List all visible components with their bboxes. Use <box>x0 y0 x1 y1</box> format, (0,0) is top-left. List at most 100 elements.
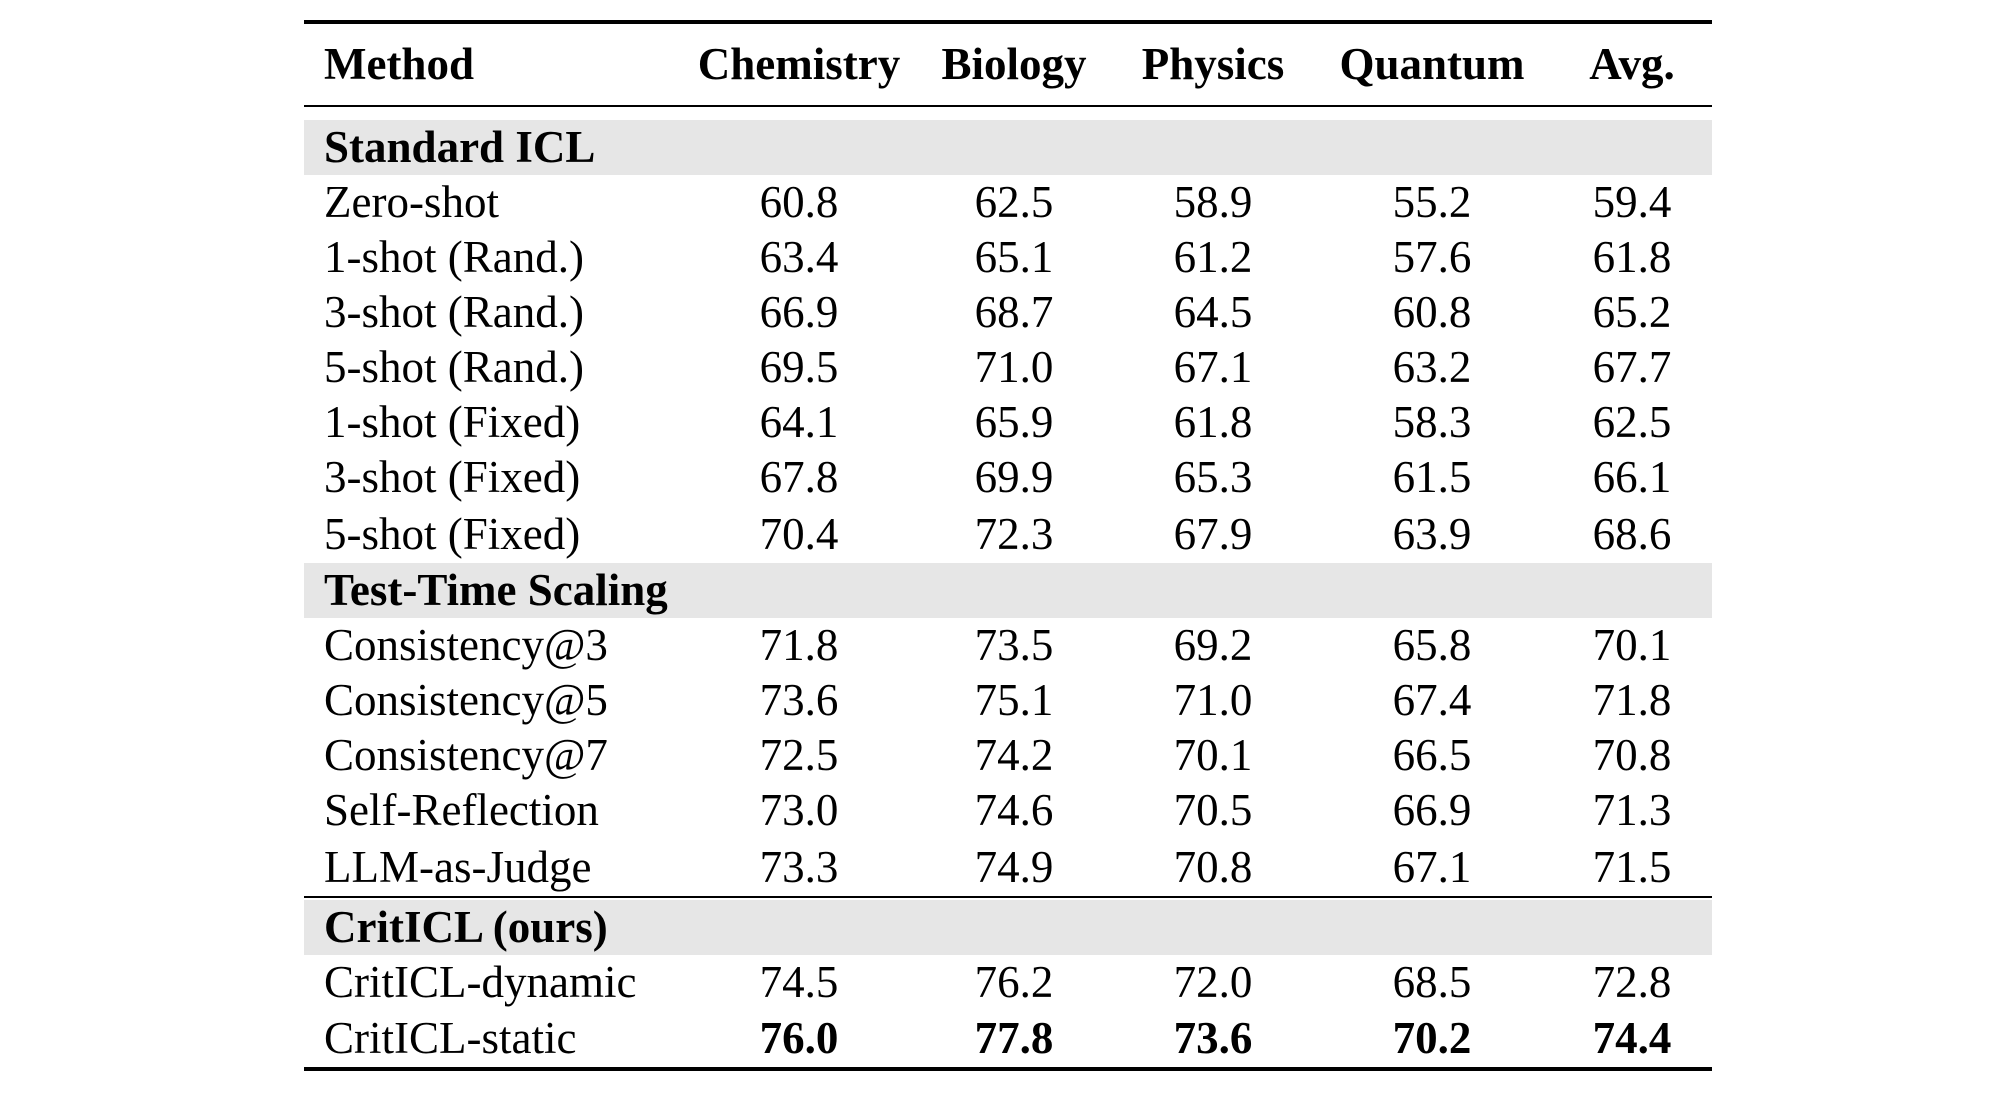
biology-cell: 74.6 <box>974 785 1054 835</box>
quantum-cell: 61.5 <box>1392 452 1472 502</box>
biology-cell: 74.2 <box>974 730 1054 780</box>
table-row: LLM-as-Judge 73.3 74.9 70.8 67.1 71.5 <box>304 838 1712 897</box>
quantum-cell: 63.9 <box>1392 508 1472 559</box>
quantum-cell: 65.8 <box>1392 620 1472 670</box>
physics-cell: 67.9 <box>1173 508 1253 559</box>
biology-cell: 69.9 <box>974 452 1054 502</box>
spacer-cell <box>304 106 1712 120</box>
biology-cell: 76.2 <box>974 957 1054 1007</box>
physics-cell: 70.8 <box>1173 841 1253 892</box>
method-cell: LLM-as-Judge <box>324 841 592 892</box>
avg-cell: 62.5 <box>1592 397 1672 447</box>
quantum-cell: 66.9 <box>1392 785 1472 835</box>
avg-cell: 70.1 <box>1592 620 1672 670</box>
method-cell: Consistency@3 <box>324 620 608 670</box>
physics-cell: 70.5 <box>1173 785 1253 835</box>
table-row: 1-shot (Fixed) 64.1 65.9 61.8 58.3 62.5 <box>304 395 1712 450</box>
header-biology: Biology <box>941 39 1087 89</box>
divider-cell <box>304 896 1712 900</box>
section-title: CritICL (ours) <box>304 900 1712 955</box>
quantum-cell: 58.3 <box>1392 397 1472 447</box>
avg-cell: 71.3 <box>1592 785 1672 835</box>
chemistry-cell: 74.5 <box>759 957 839 1007</box>
chemistry-cell: 63.4 <box>759 232 839 282</box>
section-title: Test-Time Scaling <box>304 563 1712 618</box>
method-cell: CritICL-static <box>304 1010 684 1071</box>
method-cell: Consistency@5 <box>324 675 608 725</box>
physics-cell: 67.1 <box>1173 342 1253 392</box>
section-divider-rule <box>304 896 1712 900</box>
quantum-cell: 57.6 <box>1392 232 1472 282</box>
physics-cell: 61.8 <box>1173 397 1253 447</box>
chemistry-cell: 60.8 <box>759 177 839 227</box>
biology-cell: 65.1 <box>974 232 1054 282</box>
biology-cell: 73.5 <box>974 620 1054 670</box>
method-cell: 1-shot (Rand.) <box>324 232 584 282</box>
avg-cell: 61.8 <box>1592 232 1672 282</box>
biology-cell: 62.5 <box>974 177 1054 227</box>
table-row: 5-shot (Rand.) 69.5 71.0 67.1 63.2 67.7 <box>304 340 1712 395</box>
results-table: Method Chemistry Biology Physics Quantum… <box>304 20 1712 1071</box>
biology-cell: 74.9 <box>974 841 1054 892</box>
quantum-cell: 63.2 <box>1392 342 1472 392</box>
table-header: Method Chemistry Biology Physics Quantum… <box>304 22 1712 106</box>
header-method: Method <box>324 39 474 89</box>
table-row: Consistency@5 73.6 75.1 71.0 67.4 71.8 <box>304 673 1712 728</box>
method-cell: 1-shot (Fixed) <box>324 397 581 447</box>
method-cell: 3-shot (Fixed) <box>324 452 581 502</box>
method-cell: Self-Reflection <box>324 785 599 835</box>
chemistry-cell: 73.0 <box>759 785 839 835</box>
chemistry-cell: 73.6 <box>759 675 839 725</box>
table-row: 1-shot (Rand.) 63.4 65.1 61.2 57.6 61.8 <box>304 230 1712 285</box>
biology-cell: 71.0 <box>974 342 1054 392</box>
chemistry-cell: 69.5 <box>759 342 839 392</box>
chemistry-cell: 76.0 <box>684 1010 914 1071</box>
quantum-cell: 55.2 <box>1392 177 1472 227</box>
physics-cell: 69.2 <box>1173 620 1253 670</box>
table-body: Standard ICL Zero-shot 60.8 62.5 58.9 55.2 59.… <box>304 106 1712 1071</box>
header-avg: Avg. <box>1589 39 1675 89</box>
quantum-cell: 68.5 <box>1392 957 1472 1007</box>
method-cell: CritICL-dynamic <box>324 957 637 1007</box>
table-row: CritICL-dynamic 74.5 76.2 72.0 68.5 72.8 <box>304 955 1712 1010</box>
results-table-container: Method Chemistry Biology Physics Quantum… <box>304 20 1712 1071</box>
chemistry-cell: 73.3 <box>759 841 839 892</box>
chemistry-cell: 64.1 <box>759 397 839 447</box>
avg-cell: 67.7 <box>1592 342 1672 392</box>
avg-cell: 70.8 <box>1592 730 1672 780</box>
avg-cell: 68.6 <box>1592 508 1672 559</box>
biology-cell: 68.7 <box>974 287 1054 337</box>
physics-cell: 61.2 <box>1173 232 1253 282</box>
chemistry-cell: 70.4 <box>759 508 839 559</box>
header-physics: Physics <box>1141 39 1285 89</box>
physics-cell: 64.5 <box>1173 287 1253 337</box>
section-header-row: Standard ICL <box>304 120 1712 175</box>
table-row: CritICL-static 76.0 77.8 73.6 70.2 74.4 <box>304 1010 1712 1071</box>
physics-cell: 73.6 <box>1114 1010 1312 1071</box>
method-cell: 5-shot (Fixed) <box>324 508 581 559</box>
avg-cell: 74.4 <box>1552 1010 1712 1071</box>
physics-cell: 72.0 <box>1173 957 1253 1007</box>
avg-cell: 65.2 <box>1592 287 1672 337</box>
biology-cell: 72.3 <box>974 508 1054 559</box>
table-row: 3-shot (Fixed) 67.8 69.9 65.3 61.5 66.1 <box>304 450 1712 505</box>
avg-cell: 72.8 <box>1592 957 1672 1007</box>
table-row: Zero-shot 60.8 62.5 58.9 55.2 59.4 <box>304 175 1712 230</box>
table-row: Self-Reflection 73.0 74.6 70.5 66.9 71.3 <box>304 783 1712 838</box>
method-cell: Consistency@7 <box>324 730 608 780</box>
header-spacer <box>304 106 1712 120</box>
chemistry-cell: 72.5 <box>759 730 839 780</box>
method-cell: Zero-shot <box>324 177 499 227</box>
quantum-cell: 60.8 <box>1392 287 1472 337</box>
table-row: Consistency@7 72.5 74.2 70.1 66.5 70.8 <box>304 728 1712 783</box>
header-chemistry: Chemistry <box>697 39 901 89</box>
physics-cell: 71.0 <box>1173 675 1253 725</box>
table-row: 3-shot (Rand.) 66.9 68.7 64.5 60.8 65.2 <box>304 285 1712 340</box>
biology-cell: 65.9 <box>974 397 1054 447</box>
avg-cell: 71.8 <box>1592 675 1672 725</box>
header-row: Method Chemistry Biology Physics Quantum… <box>304 22 1712 106</box>
section-header-row: CritICL (ours) <box>304 900 1712 955</box>
method-cell: 3-shot (Rand.) <box>324 287 584 337</box>
quantum-cell: 67.4 <box>1392 675 1472 725</box>
section-header-row: Test-Time Scaling <box>304 563 1712 618</box>
